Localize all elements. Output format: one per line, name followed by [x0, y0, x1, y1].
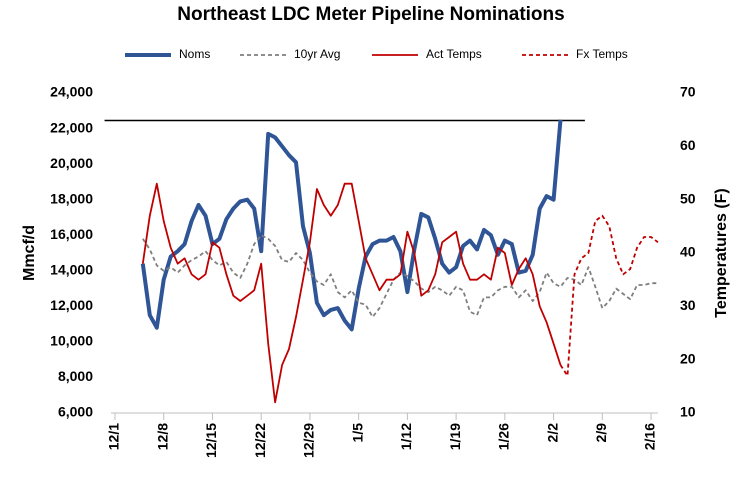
- y-tick-label: 6,000: [58, 404, 93, 420]
- x-tick-label: 1/5: [349, 423, 365, 443]
- y2-tick-label: 20: [680, 350, 696, 366]
- y2-tick-label: 60: [680, 137, 696, 153]
- y2-tick-label: 50: [680, 190, 696, 206]
- y-tick-label: 24,000: [50, 84, 93, 100]
- x-tick-label: 1/12: [398, 423, 414, 450]
- legend-label: Act Temps: [426, 47, 482, 61]
- y2-axis-label: Temperatures (F): [713, 188, 730, 318]
- x-tick-label: 2/9: [593, 423, 609, 443]
- x-tick-label: 12/29: [301, 423, 317, 458]
- x-tick-label: 12/22: [252, 423, 268, 458]
- y2-tick-label: 30: [680, 297, 696, 313]
- x-tick-label: 1/26: [496, 423, 512, 450]
- x-tick-label: 1/19: [447, 423, 463, 450]
- y2-tick-label: 40: [680, 244, 696, 260]
- y-tick-label: 18,000: [50, 190, 93, 206]
- chart-title: Northeast LDC Meter Pipeline Nominations: [177, 4, 564, 25]
- series-line: [559, 214, 659, 377]
- x-tick-label: 12/8: [154, 423, 170, 450]
- legend-label: Noms: [179, 47, 210, 61]
- y-tick-label: 10,000: [50, 333, 93, 349]
- legend-label: Fx Temps: [576, 47, 628, 61]
- y-tick-label: 22,000: [50, 119, 93, 135]
- x-tick-label: 12/15: [203, 423, 219, 458]
- legend-label: 10yr Avg: [294, 47, 340, 61]
- y-tick-label: 12,000: [50, 297, 93, 313]
- y-tick-label: 16,000: [50, 226, 93, 242]
- y-tick-label: 8,000: [58, 368, 93, 384]
- x-tick-label: 12/1: [106, 423, 122, 450]
- x-tick-label: 2/16: [642, 423, 658, 450]
- x-tick-label: 2/2: [544, 423, 560, 443]
- y-tick-label: 20,000: [50, 155, 93, 171]
- y-tick-label: 14,000: [50, 261, 93, 277]
- y-axis-label: Mmcf/d: [21, 225, 38, 281]
- y2-tick-label: 70: [680, 84, 696, 100]
- series-line: [140, 119, 563, 332]
- series-line: [141, 182, 562, 404]
- y2-tick-label: 10: [680, 404, 696, 420]
